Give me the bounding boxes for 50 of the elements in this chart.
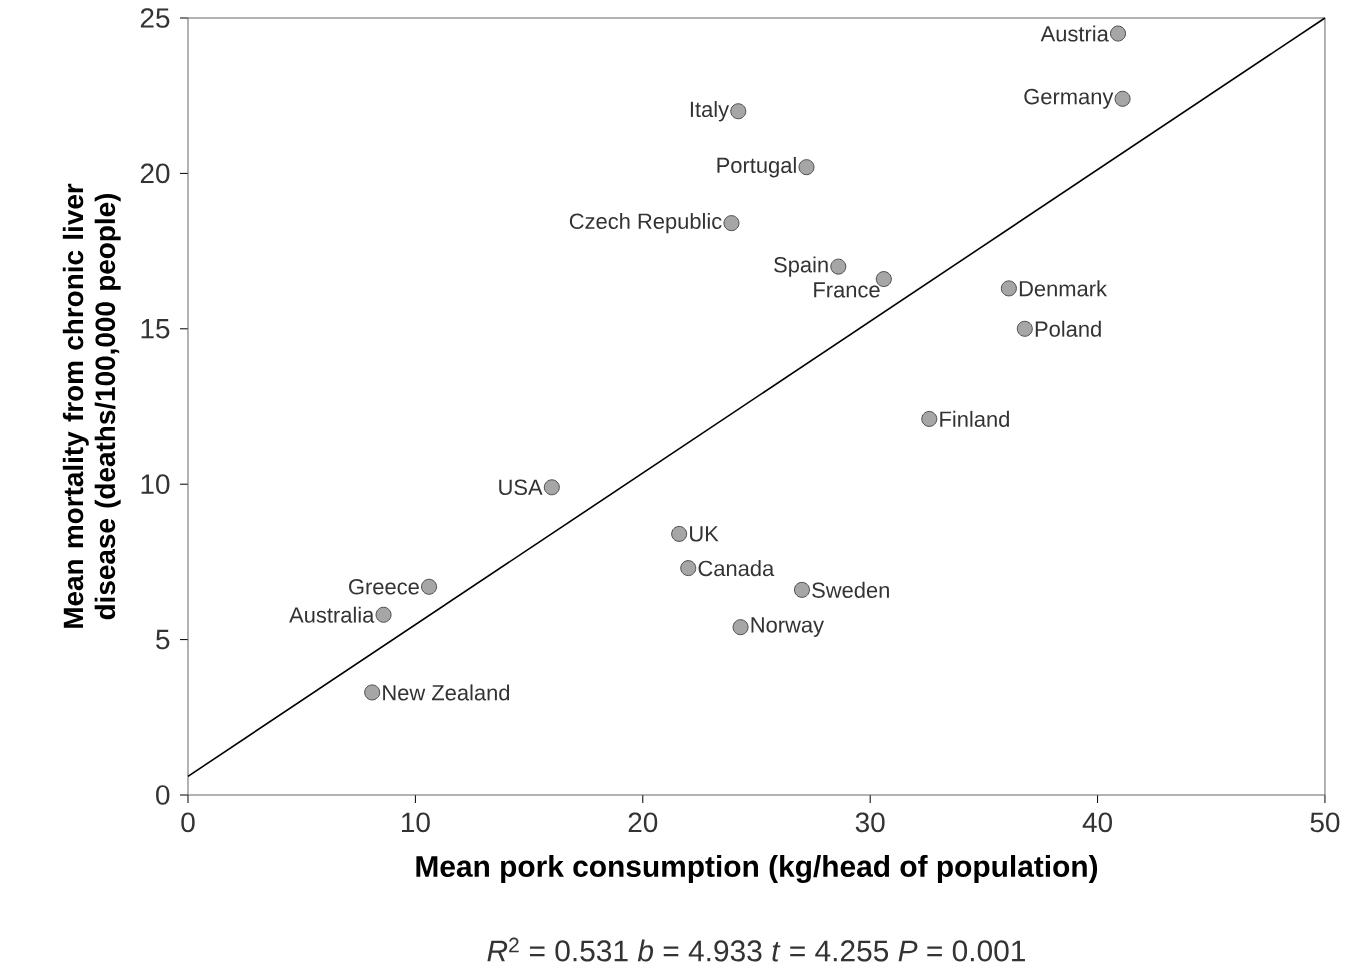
annotation: Italy (690, 101, 730, 122)
point (732, 619, 749, 636)
annotation: Canada (698, 560, 775, 577)
annotation: New Zealand (383, 684, 510, 701)
annotation: Australia (289, 606, 375, 623)
annotation: Czech Republic (569, 212, 722, 234)
point (671, 525, 688, 542)
annotation: Poland (1035, 320, 1101, 337)
x-tick-label: 50 (1310, 812, 1340, 833)
x-tick-label: 40 (1082, 812, 1112, 833)
point (680, 560, 697, 577)
point (1110, 25, 1127, 42)
x-axis-title: Mean pork consumption (kg/head of population) (416, 855, 1098, 884)
annotation: France (814, 282, 880, 298)
y-tick-label: 5 (156, 629, 170, 650)
point (1016, 320, 1033, 337)
point (921, 410, 938, 427)
x-tick-label: 20 (628, 812, 658, 833)
y-tick-label: 20 (140, 163, 170, 184)
text: R$^{2}$ = 0.531 b = 4.933 t = 4.255 P = 0.001 (487, 937, 1025, 962)
point (830, 258, 847, 275)
point (1000, 280, 1017, 297)
y-tick-label: 0 (156, 785, 170, 805)
annotation: Greece (349, 579, 419, 595)
annotation: UK (690, 526, 719, 542)
annotation: Finland (940, 410, 1009, 427)
annotation: Sweden (812, 581, 889, 598)
x-tick-label: 0 (181, 812, 195, 833)
y-tick-label: 10 (141, 474, 170, 495)
point (723, 215, 740, 232)
y-axis-title: Mean mortality from chronic liver disease (deaths/100,000 people) (62, 183, 121, 628)
point (364, 684, 381, 701)
annotation: Germany (1024, 88, 1114, 109)
annotation: USA (499, 479, 543, 496)
annotation: Portugal (717, 156, 796, 178)
annotation: Austria (1040, 25, 1109, 42)
point (730, 103, 747, 120)
point (543, 479, 560, 496)
x-tick-label: 30 (855, 812, 885, 833)
point (793, 581, 810, 598)
point (375, 606, 392, 623)
y-tick-label: 25 (140, 8, 170, 28)
y-tick-label: 15 (141, 319, 170, 339)
annotation: Spain (774, 256, 828, 277)
point (798, 159, 815, 176)
annotation: Denmark (1019, 280, 1108, 297)
point (421, 578, 438, 595)
point (1114, 90, 1131, 107)
annotation: Norway (751, 617, 824, 637)
x-tick-label: 10 (402, 812, 430, 833)
